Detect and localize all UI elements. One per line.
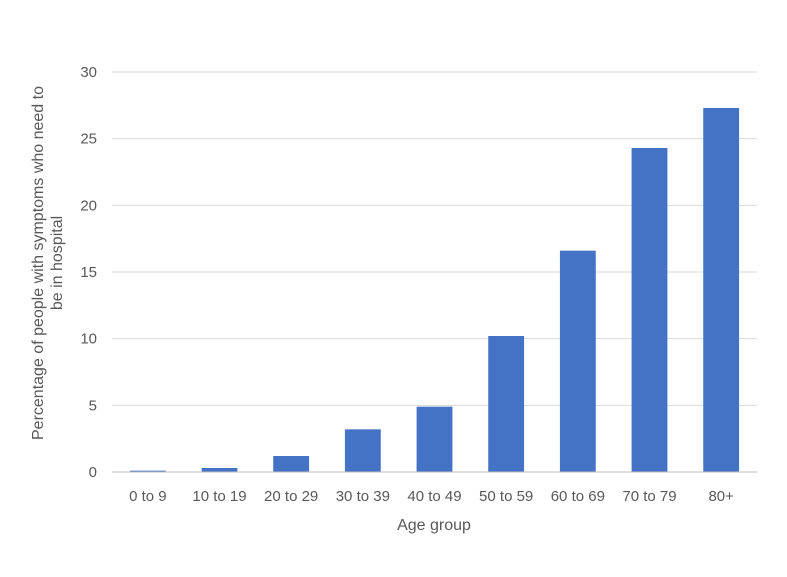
bar	[631, 148, 668, 472]
bar	[703, 108, 740, 472]
y-axis-label-line-1: Percentage of people with symptoms who n…	[30, 86, 47, 440]
y-tick-label: 25	[80, 131, 97, 148]
y-axis-label-line-2: be in hospital	[49, 216, 66, 310]
bar	[201, 468, 238, 472]
x-axis-label: Age group	[397, 517, 471, 534]
x-tick-label: 70 to 79	[622, 488, 676, 505]
y-tick-label: 5	[89, 397, 97, 414]
bar	[129, 470, 166, 472]
bar	[559, 250, 596, 472]
x-tick-label: 80+	[708, 488, 734, 505]
x-tick-label: 40 to 49	[407, 488, 461, 505]
x-axis-ticks: 0 to 9 10 to 19 20 to 29 30 to 39 40 to 49 50…	[129, 488, 734, 505]
bar	[416, 406, 453, 472]
y-tick-label: 15	[80, 264, 97, 281]
y-tick-label: 30	[80, 64, 97, 81]
y-axis-label: Percentage of people with symptoms who n…	[30, 86, 66, 440]
bars	[129, 108, 740, 472]
y-tick-label: 20	[80, 197, 97, 214]
x-tick-label: 50 to 59	[479, 488, 533, 505]
bar	[488, 336, 525, 472]
x-tick-label: 0 to 9	[129, 488, 167, 505]
x-tick-label: 10 to 19	[192, 488, 246, 505]
bar	[344, 429, 381, 472]
y-tick-label: 10	[80, 331, 97, 348]
y-axis-ticks: 0 5 10 15 20 25 30	[80, 64, 97, 481]
x-tick-label: 60 to 69	[551, 488, 605, 505]
x-tick-label: 20 to 29	[264, 488, 318, 505]
y-tick-label: 0	[89, 464, 97, 481]
x-tick-label: 30 to 39	[336, 488, 390, 505]
bar	[273, 456, 310, 472]
